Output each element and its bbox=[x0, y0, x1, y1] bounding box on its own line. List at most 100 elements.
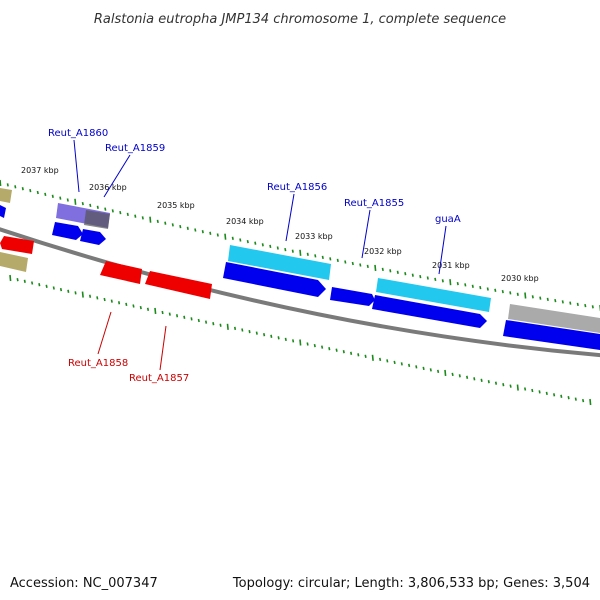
minor-tick bbox=[36, 190, 39, 195]
minor-tick bbox=[255, 331, 258, 335]
gene-reut-a1858[interactable] bbox=[100, 261, 142, 284]
gene-reut-a1860-overlap bbox=[84, 210, 110, 229]
minor-tick bbox=[328, 347, 331, 351]
minor-tick bbox=[364, 354, 367, 358]
minor-tick bbox=[419, 274, 422, 279]
minor-tick bbox=[516, 292, 519, 296]
gene-reverse-left[interactable] bbox=[0, 236, 34, 254]
minor-tick bbox=[141, 216, 144, 220]
gene-forward[interactable] bbox=[372, 295, 487, 328]
gene-label-reut-a1856[interactable]: Reut_A1856 bbox=[267, 182, 327, 193]
minor-tick bbox=[576, 302, 579, 307]
minor-tick bbox=[451, 372, 454, 377]
kbp-label: 2034 kbp bbox=[226, 217, 264, 226]
minor-tick bbox=[359, 263, 362, 267]
major-tick bbox=[524, 292, 527, 299]
minor-tick bbox=[389, 269, 392, 273]
topology-summary: Topology: circular; Length: 3,806,533 bp… bbox=[232, 576, 590, 591]
minor-tick bbox=[381, 267, 384, 272]
minor-tick bbox=[59, 287, 63, 292]
minor-tick bbox=[426, 276, 429, 280]
gene-forward-left-edge[interactable] bbox=[0, 205, 6, 218]
minor-tick bbox=[38, 283, 41, 287]
minor-tick bbox=[29, 188, 32, 193]
gene-olive-top-left[interactable] bbox=[0, 188, 12, 203]
minor-tick bbox=[404, 272, 407, 276]
accession-text: Accession: NC_007347 bbox=[10, 576, 158, 591]
gene-label-reut-a1857[interactable]: Reut_A1857 bbox=[129, 373, 189, 384]
gene-label-reut-a1859[interactable]: Reut_A1859 bbox=[105, 143, 165, 154]
kbp-label: 2033 kbp bbox=[295, 232, 333, 241]
gene-forward[interactable] bbox=[330, 287, 375, 306]
minor-tick bbox=[546, 297, 549, 302]
minor-tick bbox=[209, 231, 212, 235]
minor-tick bbox=[197, 318, 200, 323]
minor-tick bbox=[212, 322, 215, 326]
gene-label-reut-a1860[interactable]: Reut_A1860 bbox=[48, 128, 108, 139]
major-tick bbox=[299, 249, 302, 256]
minor-tick bbox=[545, 391, 548, 396]
minor-tick bbox=[582, 398, 585, 403]
major-tick bbox=[226, 323, 229, 330]
minor-tick bbox=[569, 301, 572, 305]
gene-label-reut-a1855[interactable]: Reut_A1855 bbox=[344, 198, 404, 209]
gene-guaa[interactable] bbox=[376, 278, 491, 312]
gene-label-guaa[interactable]: guaA bbox=[435, 214, 461, 225]
minor-tick bbox=[473, 377, 476, 381]
minor-tick bbox=[554, 298, 557, 303]
kbp-label: 2031 kbp bbox=[432, 261, 470, 270]
minor-tick bbox=[531, 388, 534, 393]
minor-tick bbox=[314, 254, 317, 258]
gene-forward[interactable] bbox=[223, 262, 326, 297]
minor-tick bbox=[357, 353, 360, 357]
gene-label-reut-a1858[interactable]: Reut_A1858 bbox=[68, 358, 128, 369]
minor-tick bbox=[306, 342, 309, 346]
gene-reut-a1857[interactable] bbox=[145, 271, 212, 299]
minor-tick bbox=[350, 351, 353, 355]
gene-forward[interactable] bbox=[52, 222, 83, 240]
minor-tick bbox=[313, 343, 316, 348]
major-tick bbox=[589, 398, 592, 406]
minor-tick bbox=[434, 277, 437, 282]
kbp-scale-labels: 2037 kbp 2036 kbp 2035 kbp 2034 kbp 2033… bbox=[21, 166, 539, 283]
kbp-label: 2037 kbp bbox=[21, 166, 59, 175]
minor-tick bbox=[480, 378, 483, 382]
minor-tick bbox=[591, 305, 594, 309]
minor-tick bbox=[6, 183, 9, 187]
minor-tick bbox=[422, 366, 425, 371]
gene-gray-right[interactable] bbox=[508, 304, 600, 333]
gene-olive-bottom-left[interactable] bbox=[0, 252, 28, 272]
gene-forward[interactable] bbox=[80, 229, 106, 245]
leader-line bbox=[438, 225, 447, 275]
minor-tick bbox=[471, 284, 474, 288]
major-tick bbox=[371, 354, 374, 361]
major-tick bbox=[449, 279, 452, 286]
minor-tick bbox=[306, 252, 309, 256]
minor-tick bbox=[456, 281, 459, 286]
minor-tick bbox=[110, 299, 113, 303]
minor-tick bbox=[494, 288, 497, 292]
minor-tick bbox=[277, 336, 280, 340]
gene-forward-right-edge[interactable] bbox=[503, 320, 600, 350]
minor-tick bbox=[31, 281, 34, 285]
minor-tick bbox=[411, 273, 414, 277]
minor-tick bbox=[321, 345, 324, 349]
minor-tick bbox=[284, 247, 287, 252]
minor-tick bbox=[386, 359, 389, 363]
minor-tick bbox=[156, 219, 159, 224]
gene-reut-a1856[interactable] bbox=[228, 245, 331, 280]
minor-tick bbox=[560, 394, 563, 398]
minor-tick bbox=[502, 383, 505, 387]
leader-line bbox=[103, 154, 131, 198]
minor-tick bbox=[118, 301, 121, 305]
minor-tick bbox=[21, 187, 24, 191]
minor-tick bbox=[574, 397, 577, 401]
minor-tick bbox=[437, 369, 440, 374]
minor-tick bbox=[561, 300, 564, 304]
minor-tick bbox=[553, 393, 556, 397]
minor-tick bbox=[396, 270, 399, 274]
major-tick bbox=[74, 198, 77, 205]
major-tick bbox=[516, 384, 519, 391]
minor-tick bbox=[59, 196, 62, 200]
